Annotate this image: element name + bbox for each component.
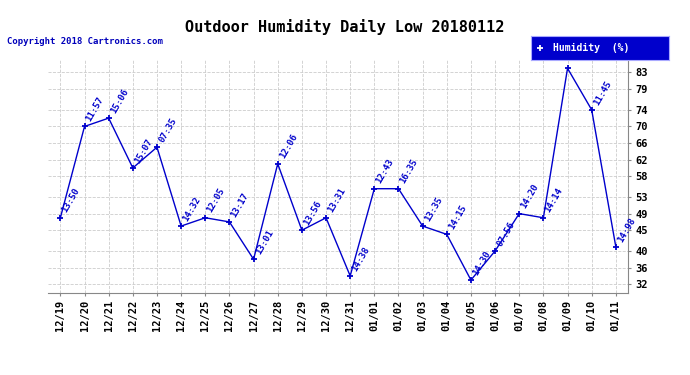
Text: 13:35: 13:35 [422, 195, 444, 223]
Text: 13:56: 13:56 [302, 199, 323, 227]
Text: 16:35: 16:35 [398, 158, 420, 185]
Text: 13:17: 13:17 [229, 191, 250, 219]
Text: 12:06: 12:06 [277, 133, 299, 160]
Text: 11:45: 11:45 [591, 79, 613, 106]
Text: 14:20: 14:20 [519, 183, 540, 210]
Text: 12:43: 12:43 [374, 158, 395, 185]
Text: 13:31: 13:31 [326, 187, 347, 214]
Text: 14:32: 14:32 [181, 195, 202, 223]
Text: Humidity  (%): Humidity (%) [553, 43, 630, 53]
Text: 14:30: 14:30 [471, 249, 492, 277]
Text: 13:50: 13:50 [61, 187, 81, 214]
Text: 07:35: 07:35 [157, 116, 178, 144]
Text: 14:14: 14:14 [544, 187, 564, 214]
Text: Outdoor Humidity Daily Low 20180112: Outdoor Humidity Daily Low 20180112 [186, 19, 504, 35]
Text: 15:07: 15:07 [132, 137, 154, 165]
Text: 12:05: 12:05 [206, 187, 226, 214]
Text: Copyright 2018 Cartronics.com: Copyright 2018 Cartronics.com [7, 38, 163, 46]
Text: 15:06: 15:06 [109, 87, 130, 115]
Text: 11:57: 11:57 [85, 95, 106, 123]
Text: 07:56: 07:56 [495, 220, 516, 248]
Text: 14:98: 14:98 [615, 216, 637, 243]
Text: 13:01: 13:01 [254, 228, 275, 256]
Text: 14:38: 14:38 [350, 245, 371, 273]
Text: 14:15: 14:15 [447, 203, 468, 231]
